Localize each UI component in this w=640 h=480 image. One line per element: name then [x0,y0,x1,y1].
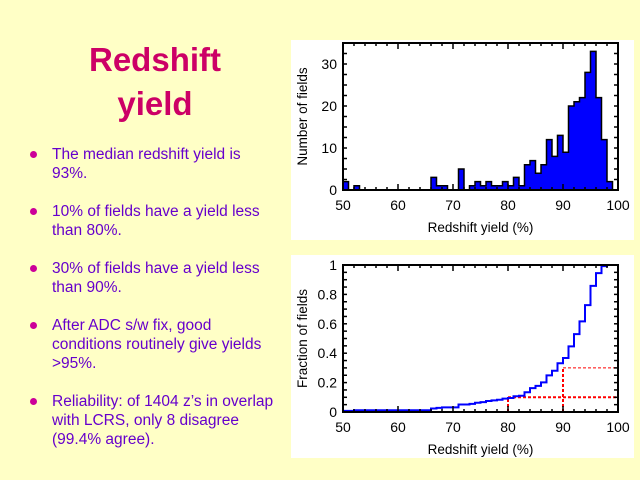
histogram-bar [530,160,536,190]
x-tick-label: 100 [606,197,630,213]
histogram-bar [557,135,563,190]
histogram-bar [491,185,497,190]
histogram-bar [436,185,442,190]
histogram-bar [541,164,547,190]
y-tick-label: 30 [321,56,337,72]
cumulative-line [343,264,618,412]
y-tick-label: 0 [329,182,337,198]
cumulative-panel: 50 60 70 80 90 100 0 0.2 0.4 0.6 0.8 1 Redshift yiel… [291,255,634,458]
histogram-bar [596,97,602,190]
histogram-bar [546,139,552,190]
title-line-1: Redshift [89,41,221,78]
y-axis-label: Number of fields [295,67,310,166]
histogram-bar [524,164,530,190]
bullet-item: After ADC s/w fix, good conditions routi… [28,316,278,373]
y-axis-label: Fraction of fields [295,289,310,388]
histogram-bar [535,173,541,190]
bullet-icon [30,151,37,158]
bullet-text: The median redshift yield is 93%. [52,146,241,182]
histogram-bar [497,185,503,190]
histogram-bar [502,181,508,190]
x-tick-label: 50 [335,197,351,213]
x-tick-label: 70 [445,419,461,435]
histogram-bar [354,185,360,190]
histogram-bar [568,106,574,190]
x-axis-label: Redshift yield (%) [428,220,534,235]
bullet-text: 10% of fields have a yield less than 80%… [52,203,260,239]
histogram-bar [585,72,591,190]
title-line-2: yield [117,85,193,122]
histogram-bar [475,181,481,190]
bullet-icon [30,322,37,329]
histogram-bar [579,97,585,190]
y-tick-label: 0.4 [318,345,338,361]
y-tick-label: 0 [329,404,337,420]
y-tick-label: 20 [321,98,337,114]
histogram-bar [458,169,464,190]
x-tick-label: 90 [555,197,571,213]
histogram-bar [552,156,558,190]
x-tick-label: 80 [500,197,516,213]
histogram-bar [343,181,349,190]
histogram-bar [513,177,519,190]
histogram-bar [590,51,596,191]
bullet-text: Reliability: of 1404 z’s in overlap with… [52,393,274,448]
x-axis-label: Redshift yield (%) [428,442,534,457]
x-tick-label: 100 [606,419,630,435]
histogram-chart: 50 60 70 80 90 100 0 10 20 30 Redshift yield (%) Nu… [295,42,630,235]
histogram-bar [508,185,514,190]
y-tick-label: 0.2 [318,375,338,391]
histogram-panel: 50 60 70 80 90 100 0 10 20 30 Redshift yield (%) Nu… [291,40,634,240]
slide-title: Redshift yield [40,38,270,126]
histogram-bar [519,185,525,190]
bullet-icon [30,265,37,272]
x-tick-label: 60 [390,197,406,213]
histogram-bar [442,185,448,190]
x-tick-label: 70 [445,197,461,213]
x-tick-label: 90 [555,419,571,435]
histogram-bar [607,181,613,190]
y-tick-label: 1 [329,257,337,273]
cumulative-chart: 50 60 70 80 90 100 0 0.2 0.4 0.6 0.8 1 Redshift yiel… [295,257,630,457]
bullet-item: 10% of fields have a yield less than 80%… [28,202,278,240]
x-tick-label: 50 [335,419,351,435]
plot-frame [342,264,619,413]
histogram-bar [486,181,492,190]
bullet-text: After ADC s/w fix, good conditions routi… [52,317,262,372]
bullet-icon [30,398,37,405]
histogram-bar [574,101,580,190]
histogram-bar [563,152,569,190]
histogram-bar [601,139,607,190]
x-tick-label: 80 [500,419,516,435]
bullet-item: 30% of fields have a yield less than 90%… [28,259,278,297]
histogram-bar [469,185,475,190]
bullet-text: 30% of fields have a yield less than 90%… [52,260,260,296]
y-tick-label: 0.6 [318,316,338,332]
histogram-bar [431,177,437,190]
bullet-item: Reliability: of 1404 z’s in overlap with… [28,392,278,449]
y-tick-label: 10 [321,140,337,156]
x-tick-label: 60 [390,419,406,435]
bullet-icon [30,208,37,215]
histogram-bar [480,185,486,190]
bullet-item: The median redshift yield is 93%. [28,145,278,183]
bullet-list: The median redshift yield is 93%. 10% of… [28,145,278,468]
y-tick-label: 0.8 [318,286,338,302]
